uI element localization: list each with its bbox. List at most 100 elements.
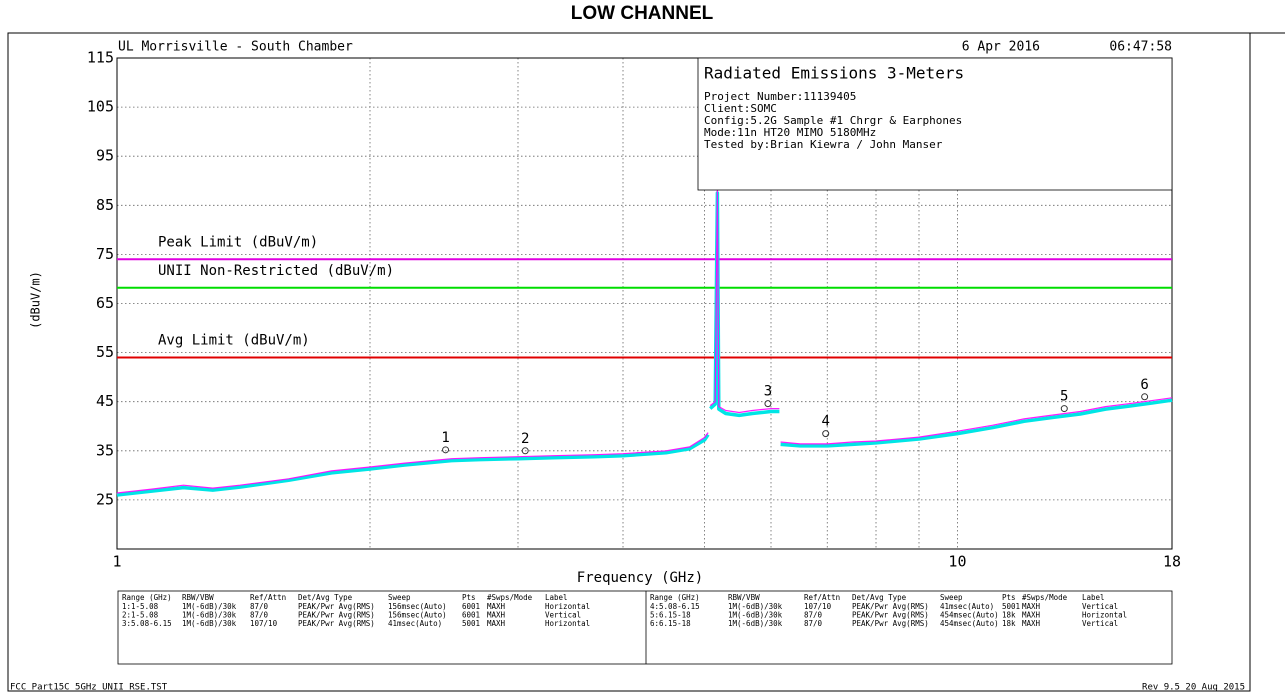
table-cell: 4:5.08-6.15 [650, 602, 700, 611]
date: 6 Apr 2016 [962, 40, 1040, 55]
table-cell: 107/10 [250, 619, 278, 628]
info-title: Radiated Emissions 3-Meters [704, 64, 964, 83]
table-cell: 1M(-6dB)/30k [182, 611, 237, 620]
table-cell: 87/0 [804, 619, 823, 628]
info-line: Project Number:11139405 [704, 90, 856, 103]
table-header: #Swps/Mode [1022, 593, 1068, 602]
table-header: Label [545, 593, 568, 602]
trace [116, 187, 1173, 494]
table-cell: PEAK/Pwr Avg(RMS) [298, 619, 375, 628]
limit-label: Peak Limit (dBuV/m) [158, 234, 318, 250]
table-cell: 41msec(Auto) [388, 619, 442, 628]
footer-right: Rev 9.5 20 Aug 2015 [1142, 683, 1245, 693]
marker-label: 2 [521, 431, 529, 447]
info-box [697, 57, 1173, 191]
table-cell: 454msec(Auto) [940, 619, 999, 628]
table-cell: Vertical [1082, 602, 1118, 611]
table-cell: 87/0 [804, 611, 823, 620]
table-cell: 1M(-6dB)/30k [728, 611, 783, 620]
marker [822, 430, 830, 438]
table-header: RBW/VBW [182, 593, 214, 602]
table-cell: MAXH [1022, 602, 1041, 611]
table-cell: 156msec(Auto) [388, 611, 447, 620]
table-header: Range (GHz) [650, 593, 700, 602]
table-cell: MAXH [487, 602, 506, 611]
y-tick-label: 105 [87, 98, 114, 116]
y-tick-label: 85 [96, 196, 114, 214]
table-header: Det/Avg Type [298, 593, 353, 602]
table-header: Pts [1002, 593, 1016, 602]
table-header: Label [1082, 593, 1105, 602]
table-cell: 3:5.08-6.15 [122, 619, 172, 628]
limit-label: Avg Limit (dBuV/m) [158, 333, 310, 349]
table-cell: MAXH [1022, 611, 1041, 620]
chart-title: LOW CHANNEL [571, 3, 714, 24]
marker [1060, 405, 1068, 413]
table-cell: Horizontal [545, 602, 590, 611]
x-axis-label: Frequency (GHz) [577, 570, 703, 586]
y-tick-label: 35 [96, 441, 114, 459]
table-cell: Vertical [1082, 619, 1118, 628]
table-cell: MAXH [487, 611, 506, 620]
x-tick-label: 18 [1163, 553, 1181, 571]
table-cell: 1M(-6dB)/30k [728, 619, 783, 628]
x-tick-label: 1 [112, 553, 121, 571]
marker-label: 5 [1060, 389, 1068, 405]
y-tick-label: 25 [96, 490, 114, 508]
marker [521, 447, 529, 455]
marker [764, 400, 772, 408]
table-cell: 87/0 [250, 602, 269, 611]
settings-table-frame [117, 590, 1173, 665]
table-cell: 454msec(Auto) [940, 611, 999, 620]
table-header: Sweep [388, 593, 411, 602]
table-cell: 41msec(Auto) [940, 602, 994, 611]
table-cell: 1M(-6dB)/30k [182, 602, 237, 611]
header-left: UL Morrisville - South Chamber [118, 40, 353, 55]
table-cell: PEAK/Pwr Avg(RMS) [298, 602, 375, 611]
info-line: Tested by:Brian Kiewra / John Manser [704, 138, 943, 151]
plot-frame [116, 57, 1173, 550]
marker-label: 6 [1140, 377, 1148, 393]
table-header: Ref/Attn [250, 593, 286, 602]
table-cell: 156msec(Auto) [388, 602, 447, 611]
table-header: Pts [462, 593, 476, 602]
marker-label: 4 [821, 414, 829, 430]
table-cell: 107/10 [804, 602, 832, 611]
table-cell: 6001 [462, 602, 480, 611]
table-cell: PEAK/Pwr Avg(RMS) [852, 611, 929, 620]
marker-label: 3 [764, 384, 772, 400]
table-cell: Vertical [545, 611, 581, 620]
table-header: Det/Avg Type [852, 593, 907, 602]
outer-frame [7, 32, 1251, 692]
y-axis-label: (dBuV/m) [29, 271, 43, 329]
marker [1141, 393, 1149, 401]
table-header: Sweep [940, 593, 963, 602]
table-cell: PEAK/Pwr Avg(RMS) [852, 619, 929, 628]
table-cell: PEAK/Pwr Avg(RMS) [298, 611, 375, 620]
x-tick-label: 10 [948, 553, 966, 571]
table-header: RBW/VBW [728, 593, 760, 602]
y-tick-label: 65 [96, 294, 114, 312]
table-header: Ref/Attn [804, 593, 840, 602]
table-cell: 1M(-6dB)/30k [182, 619, 237, 628]
y-tick-label: 95 [96, 147, 114, 165]
table-cell: 87/0 [250, 611, 269, 620]
info-line: Mode:11n HT20 MIMO 5180MHz [704, 126, 876, 139]
table-cell: 5:6.15-18 [650, 611, 691, 620]
marker [442, 446, 450, 454]
time: 06:47:58 [1109, 40, 1172, 55]
table-cell: MAXH [1022, 619, 1041, 628]
table-cell: 5001 [1002, 602, 1020, 611]
table-header: Range (GHz) [122, 593, 172, 602]
footer-left: FCC Part15C 5GHz UNII RSE.TST [10, 683, 168, 693]
table-cell: 6:6.15-18 [650, 619, 691, 628]
table-cell: 18k [1002, 611, 1016, 620]
table-header: #Swps/Mode [487, 593, 533, 602]
info-line: Client:SOMC [704, 102, 777, 115]
table-cell: Horizontal [1082, 611, 1127, 620]
marker-label: 1 [441, 430, 449, 446]
info-line: Config:5.2G Sample #1 Chrgr & Earphones [704, 114, 962, 127]
y-tick-label: 55 [96, 343, 114, 361]
table-cell: MAXH [487, 619, 506, 628]
